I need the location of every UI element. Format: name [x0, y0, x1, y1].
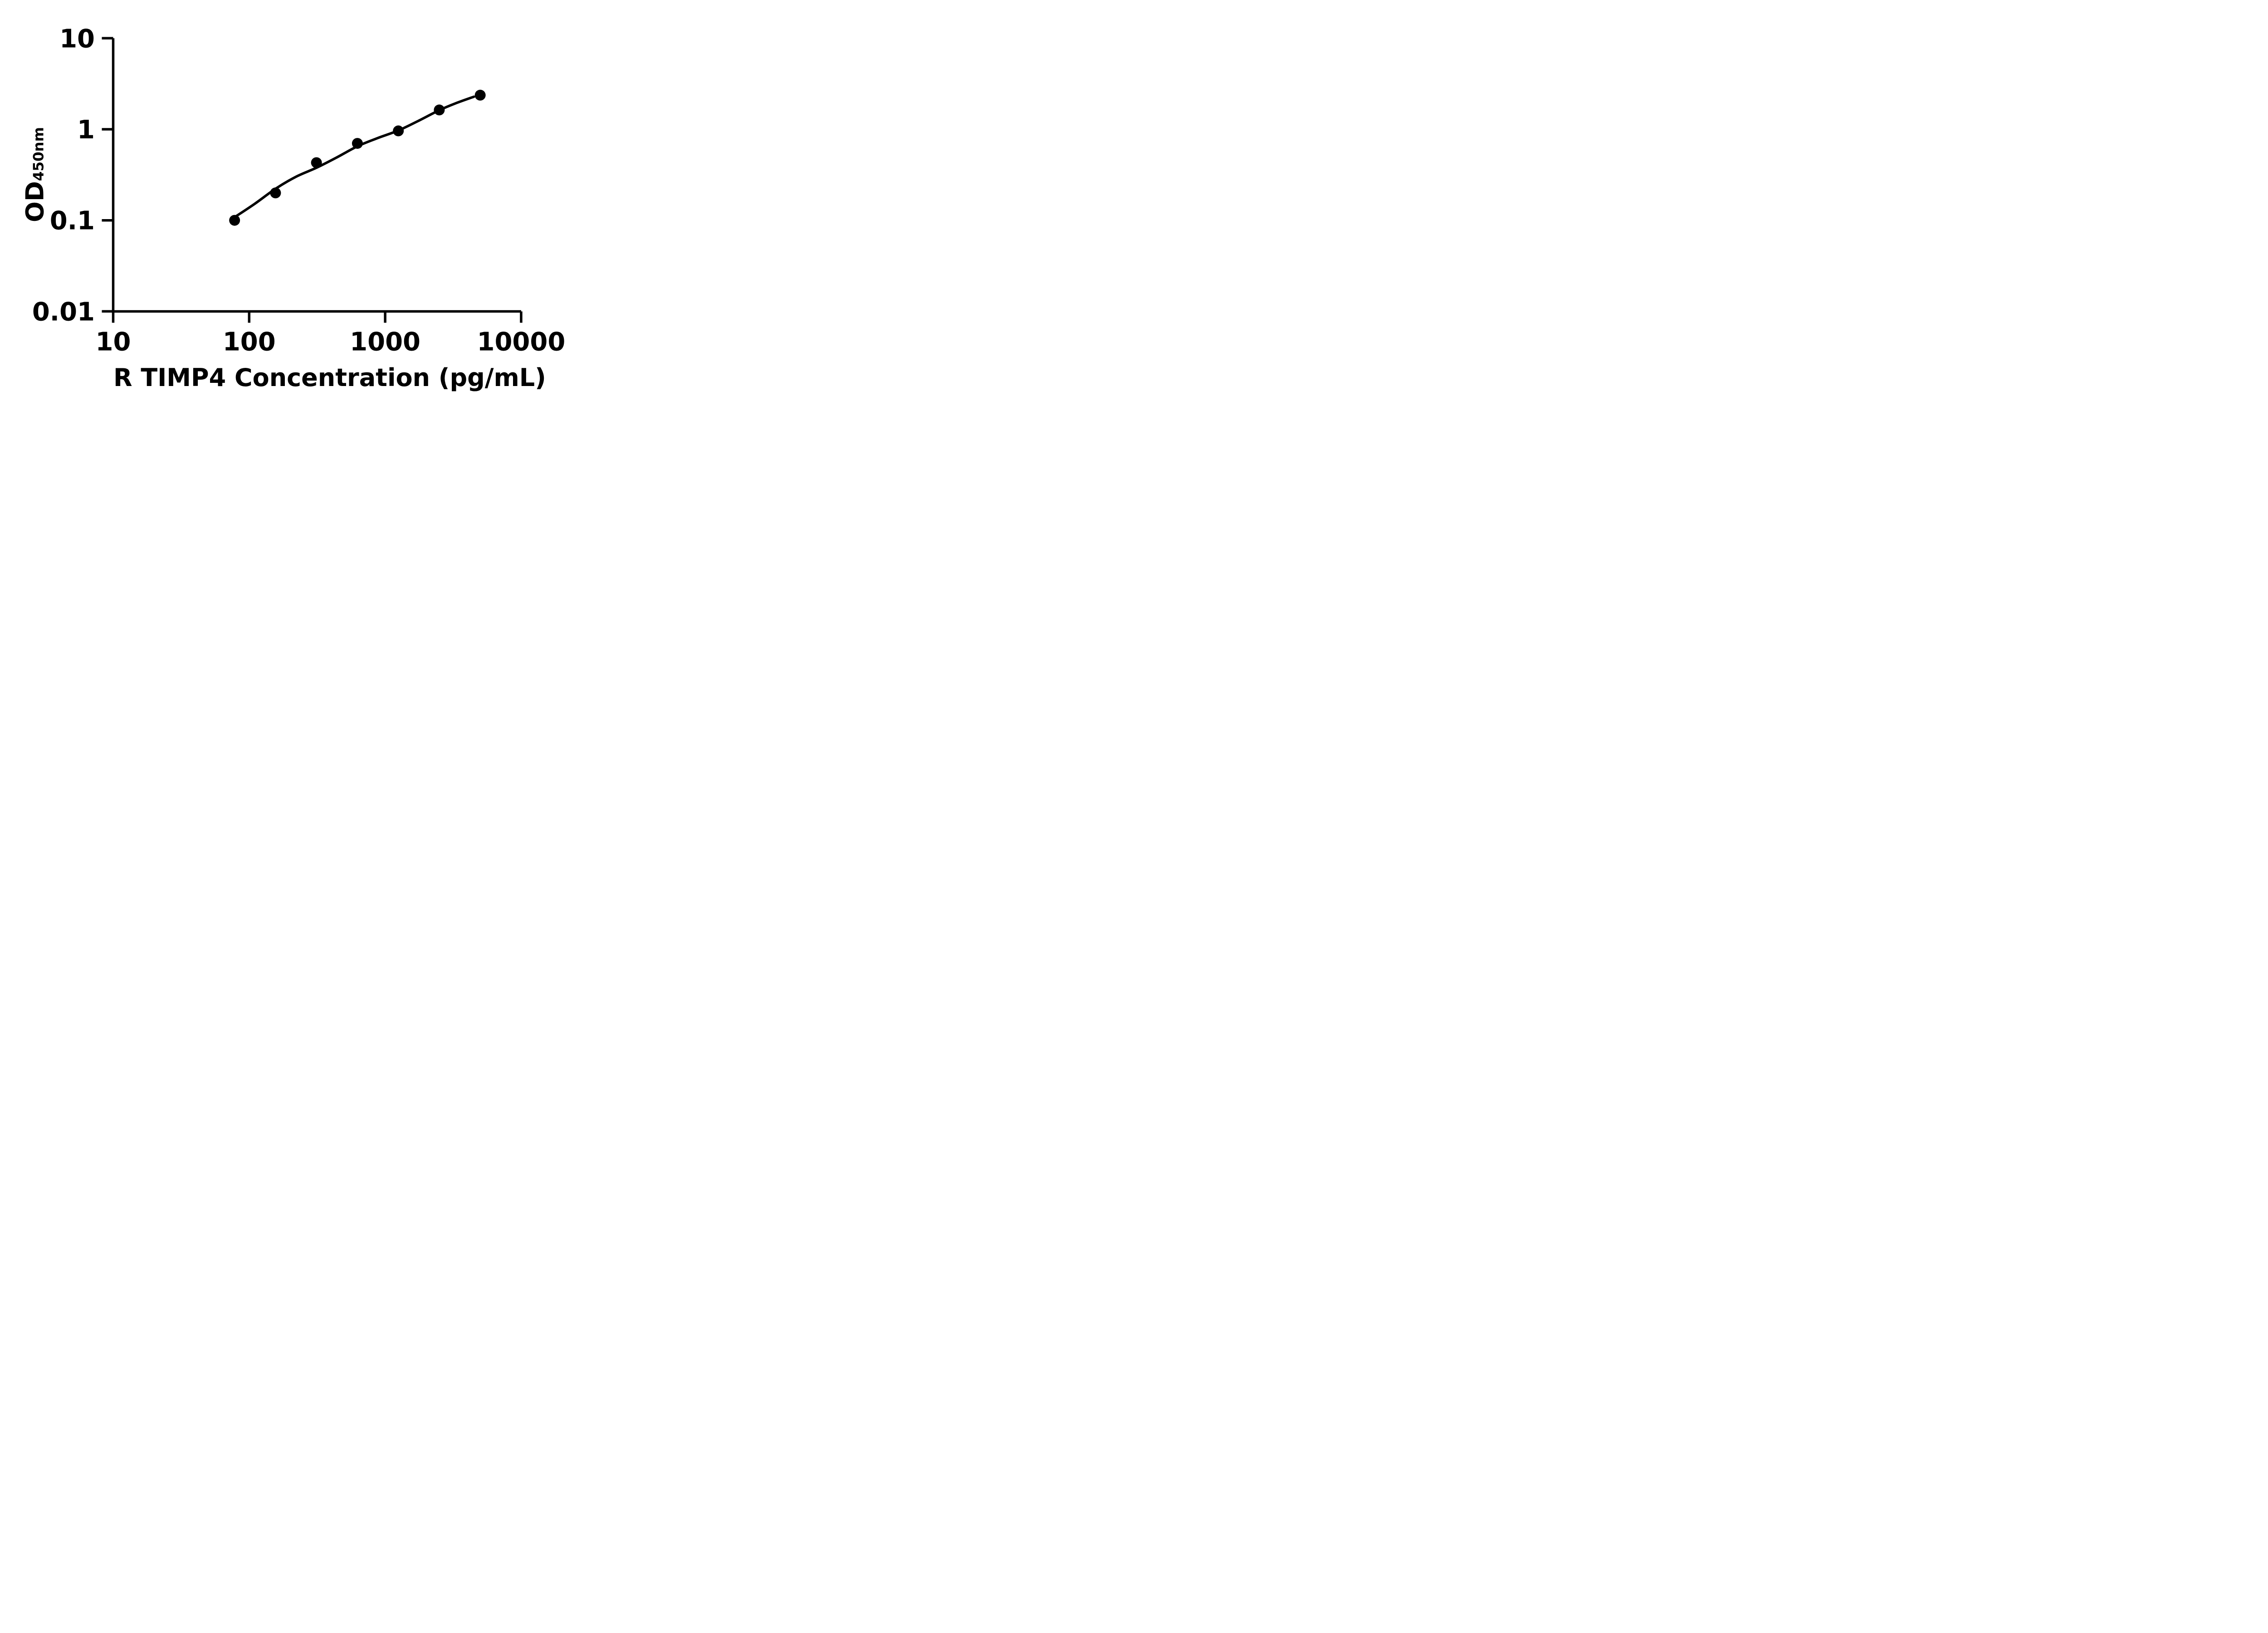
- data-point-6: [434, 104, 445, 116]
- x-tick-label-10000: 10000: [477, 328, 565, 357]
- y-axis-title-main: OD: [20, 181, 49, 222]
- y-axis-title-subscript: 450nm: [30, 127, 47, 181]
- data-point-3: [311, 157, 322, 168]
- x-axis-title: R TIMP4 Concentration (pg/mL): [113, 363, 546, 392]
- x-tick-label-1000: 1000: [350, 328, 420, 357]
- data-point-1: [229, 215, 240, 226]
- elisa-standard-curve-figure: 10 1 0.1 0.01 10 100 1000 10000 R TIMP4 Concent…: [0, 0, 583, 408]
- data-point-5: [393, 125, 404, 137]
- data-point-4: [352, 138, 363, 149]
- y-tick-label-0.1: 0.1: [50, 206, 95, 236]
- y-axis-title: OD450nm: [21, 127, 49, 222]
- y-tick-label-10: 10: [59, 24, 95, 54]
- x-tick-label-100: 100: [223, 328, 276, 357]
- data-point-2: [270, 187, 281, 199]
- data-point-7: [474, 89, 486, 101]
- y-tick-label-0.01: 0.01: [32, 297, 95, 327]
- x-tick-label-10: 10: [96, 328, 131, 357]
- y-tick-label-1: 1: [77, 115, 95, 145]
